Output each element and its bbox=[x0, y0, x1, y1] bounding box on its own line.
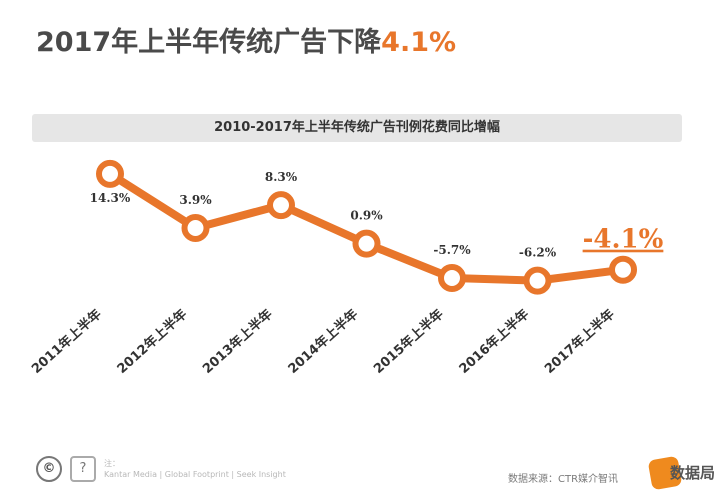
data-label: -4.1% bbox=[583, 225, 664, 255]
footer-note-line1: 注： bbox=[104, 459, 120, 468]
data-point bbox=[267, 191, 295, 220]
copyright-icon: © bbox=[36, 456, 62, 482]
footer-note: 注： Kantar Media | Global Footprint | See… bbox=[104, 458, 286, 480]
data-source: 数据来源：CTR媒介智讯 bbox=[508, 474, 619, 485]
data-label: -6.2% bbox=[519, 246, 557, 260]
data-label: 8.3% bbox=[265, 170, 298, 184]
data-label: -5.7% bbox=[433, 243, 471, 257]
x-tick-label: 2015年上半年 bbox=[370, 306, 446, 377]
data-label: 14.3% bbox=[90, 191, 131, 205]
data-label: 3.9% bbox=[179, 193, 212, 207]
x-tick-label: 2011年上半年 bbox=[28, 306, 104, 377]
x-tick-label: 2014年上半年 bbox=[285, 306, 361, 377]
page-title-accent: 4.1% bbox=[381, 27, 457, 58]
question-icon: ? bbox=[70, 456, 96, 482]
x-tick-label: 2013年上半年 bbox=[199, 306, 275, 377]
page-title: 2017年上半年传统广告下降4.1% bbox=[36, 20, 456, 59]
chart-subtitle: 2010-2017年上半年传统广告刊例花费同比增幅 bbox=[214, 120, 500, 135]
footer-note-line2: Kantar Media | Global Footprint | Seek I… bbox=[104, 470, 286, 479]
data-point bbox=[438, 264, 466, 293]
data-point bbox=[352, 229, 381, 258]
data-point bbox=[523, 266, 552, 295]
chart-subtitle-bar: 2010-2017年上半年传统广告刊例花费同比增幅 bbox=[32, 114, 682, 142]
data-point bbox=[609, 255, 637, 284]
x-tick-label: 2017年上半年 bbox=[541, 306, 617, 377]
data-label: 0.9% bbox=[350, 209, 383, 223]
x-tick-label: 2012年上半年 bbox=[114, 306, 190, 377]
data-point bbox=[96, 159, 124, 188]
logo-text: 数据局 bbox=[670, 464, 716, 482]
page-title-text: 2017年上半年传统广告下降 bbox=[36, 27, 382, 58]
data-point bbox=[181, 214, 210, 243]
footer-left: © ? 注： Kantar Media | Global Footprint |… bbox=[36, 456, 286, 482]
x-tick-label: 2016年上半年 bbox=[456, 306, 532, 377]
brand-logo: 数据局 bbox=[647, 452, 718, 496]
